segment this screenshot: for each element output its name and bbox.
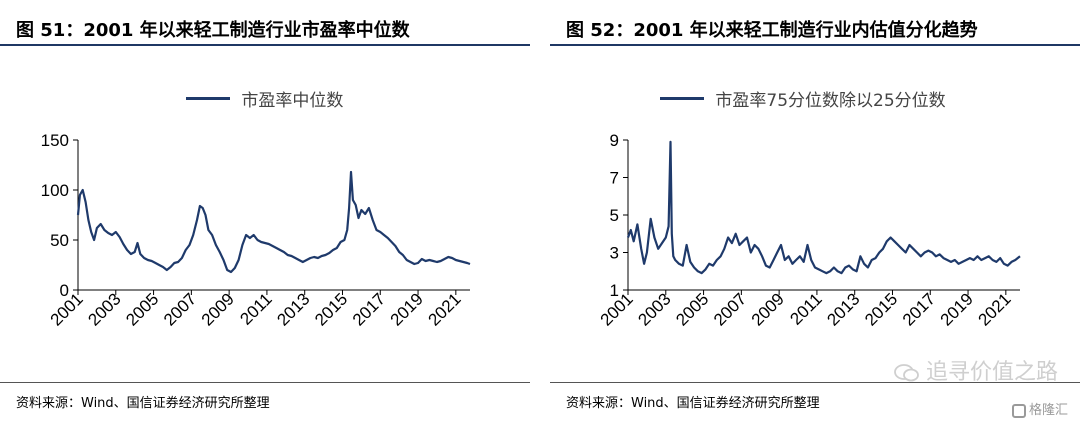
x-tick-label: 2021 <box>974 289 1014 329</box>
y-tick-label: 9 <box>610 131 619 150</box>
x-tick-label: 2019 <box>937 289 977 329</box>
x-tick-label: 2017 <box>349 289 389 329</box>
y-tick-label: 150 <box>41 131 69 150</box>
x-tick-label: 2017 <box>899 289 939 329</box>
watermark-text: 追寻价值之路 <box>925 360 1058 385</box>
chart-title: 图 51：2001 年以来轻工制造行业市盈率中位数 <box>16 20 410 41</box>
x-tick-label: 2011 <box>786 289 825 328</box>
legend-swatch <box>186 97 230 100</box>
chart-panel-pe-median: 图 51：2001 年以来轻工制造行业市盈率中位数 市盈率中位数 0 50 100 1… <box>0 0 530 423</box>
source-footer: 资料来源：Wind、国信证券经济研究所整理 <box>550 382 1080 417</box>
chart-title: 图 52：2001 年以来轻工制造行业内估值分化趋势 <box>566 20 978 41</box>
x-tick-label: 2009 <box>198 289 238 329</box>
line-chart-pe-median: 0501001502001200320052007200920112013201… <box>41 131 471 330</box>
chart-legend: 市盈率75分位数除以25分位数 <box>660 86 946 111</box>
x-tick-label: 2013 <box>273 289 313 329</box>
x-tick-label: 2007 <box>710 289 750 329</box>
brand-logo-icon <box>1011 403 1026 418</box>
series-line <box>626 140 1021 275</box>
source-note: 资料来源：Wind、国信证券经济研究所整理 <box>566 396 820 411</box>
watermark: 追寻价值之路 <box>894 354 1058 386</box>
line-chart-pe-dispersion: 1357920012003200520072009201120132015201… <box>597 131 1021 330</box>
x-tick-label: 2007 <box>160 289 200 329</box>
brand-mark: 格隆汇 <box>1011 399 1068 418</box>
x-tick-label: 2019 <box>387 289 427 329</box>
chart-legend: 市盈率中位数 <box>186 86 344 111</box>
y-tick-label: 7 <box>610 169 619 188</box>
x-tick-label: 2005 <box>672 289 712 329</box>
x-tick-label: 2015 <box>861 289 901 329</box>
x-tick-label: 2001 <box>597 289 637 329</box>
y-tick-label: 1 <box>610 281 619 300</box>
y-tick-label: 3 <box>610 244 619 263</box>
y-tick-label: 0 <box>60 281 69 300</box>
x-tick-label: 2011 <box>236 289 275 328</box>
y-tick-label: 50 <box>50 231 69 250</box>
brand-text: 格隆汇 <box>1028 403 1068 418</box>
x-tick-label: 2021 <box>424 289 464 329</box>
y-tick-label: 100 <box>41 181 69 200</box>
x-tick-label: 2005 <box>122 289 162 329</box>
legend-swatch <box>660 97 704 100</box>
x-tick-label: 2013 <box>823 289 863 329</box>
source-footer: 资料来源：Wind、国信证券经济研究所整理 <box>0 382 530 417</box>
chart-panel-pe-dispersion: 图 52：2001 年以来轻工制造行业内估值分化趋势 市盈率75分位数除以25分… <box>550 0 1080 423</box>
x-tick-label: 2003 <box>634 289 674 329</box>
y-tick-label: 5 <box>610 206 619 225</box>
legend-label: 市盈率75分位数除以25分位数 <box>715 91 946 111</box>
x-tick-label: 2015 <box>311 289 351 329</box>
x-tick-label: 2001 <box>47 289 87 329</box>
x-tick-label: 2003 <box>84 289 124 329</box>
chart-title-bar: 图 51：2001 年以来轻工制造行业市盈率中位数 <box>0 14 530 46</box>
legend-label: 市盈率中位数 <box>241 91 344 111</box>
x-tick-label: 2009 <box>748 289 788 329</box>
wechat-icon <box>894 364 919 382</box>
series-line <box>76 170 471 274</box>
source-note: 资料来源：Wind、国信证券经济研究所整理 <box>16 396 270 411</box>
chart-title-bar: 图 52：2001 年以来轻工制造行业内估值分化趋势 <box>550 14 1080 46</box>
